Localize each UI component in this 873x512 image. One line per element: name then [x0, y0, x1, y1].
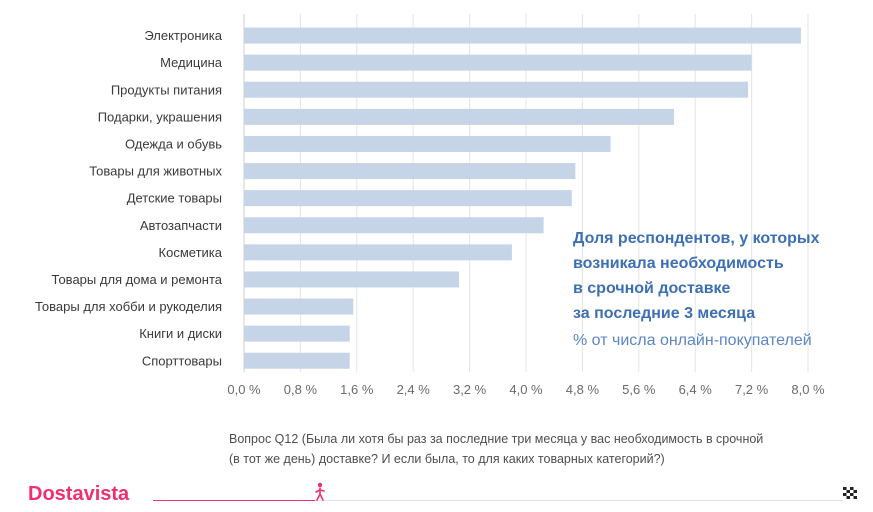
bar-4: [244, 108, 675, 125]
legend-title-line-3: в срочной доставке: [573, 280, 731, 297]
legend-title-line-2: возникала необходимость: [573, 255, 784, 272]
bar-1: [244, 27, 801, 44]
category-label: Товары для хобби и рукоделия: [35, 299, 222, 314]
bar-10: [244, 271, 460, 288]
footnote-line-1: Вопрос Q12 (Была ли хотя бы раз за после…: [229, 432, 764, 446]
category-label: Автозапчасти: [140, 218, 222, 233]
x-tick-label: 5,6 %: [622, 382, 656, 397]
category-label: Детские товары: [127, 191, 222, 206]
bar-7: [244, 190, 572, 207]
chart-legend: Доля респондентов, у которых возникала н…: [573, 226, 863, 353]
category-label: Книги и диски: [139, 326, 222, 341]
x-tick-label: 8,0 %: [791, 382, 825, 397]
x-tick-label: 0,0 %: [227, 382, 261, 397]
category-label: Косметика: [159, 245, 223, 260]
x-tick-label: 0,8 %: [284, 382, 318, 397]
legend-subtitle: % от числа онлайн-покупателей: [573, 332, 812, 349]
category-label: Медицина: [160, 55, 223, 70]
footnote-line-2: (в тот же день) доставке? И если была, т…: [229, 452, 665, 466]
bar-6: [244, 163, 576, 180]
x-tick-label: 4,8 %: [566, 382, 600, 397]
bar-5: [244, 135, 611, 152]
category-label: Электроника: [144, 28, 222, 43]
category-label: Товары для дома и ремонта: [52, 272, 223, 287]
progress-track-filled: [153, 500, 315, 501]
bar-2: [244, 54, 752, 71]
category-label: Спорттовары: [142, 353, 222, 368]
brand-logo: Dostavista: [28, 483, 130, 505]
runner-icon: [315, 482, 325, 501]
category-label: Продукты питания: [111, 82, 222, 97]
x-tick-label: 2,4 %: [397, 382, 431, 397]
x-tick-label: 4,0 %: [509, 382, 543, 397]
progress-track-remaining: [315, 500, 843, 501]
legend-title-line-4: за последние 3 месяца: [573, 305, 756, 322]
finish-flag-icon: [843, 487, 857, 499]
bar-3: [244, 81, 749, 98]
category-label: Подарки, украшения: [98, 109, 222, 124]
bar-chart: Электроника Медицина Продукты питания Подар…: [35, 14, 825, 397]
category-label: Одежда и обувь: [125, 136, 222, 151]
survey-question-footnote: Вопрос Q12 (Была ли хотя бы раз за после…: [229, 429, 849, 469]
category-label: Товары для животных: [89, 164, 222, 179]
bar-9: [244, 244, 512, 261]
x-tick-label: 1,6 %: [340, 382, 374, 397]
bar-8: [244, 217, 544, 234]
bar-13: [244, 352, 350, 369]
x-tick-label: 7,2 %: [735, 382, 769, 397]
bar-12: [244, 325, 350, 342]
x-tick-label: 3,2 %: [453, 382, 487, 397]
legend-title-line-1: Доля респондентов, у которых: [573, 230, 820, 247]
x-tick-label: 6,4 %: [679, 382, 713, 397]
bar-11: [244, 298, 354, 315]
